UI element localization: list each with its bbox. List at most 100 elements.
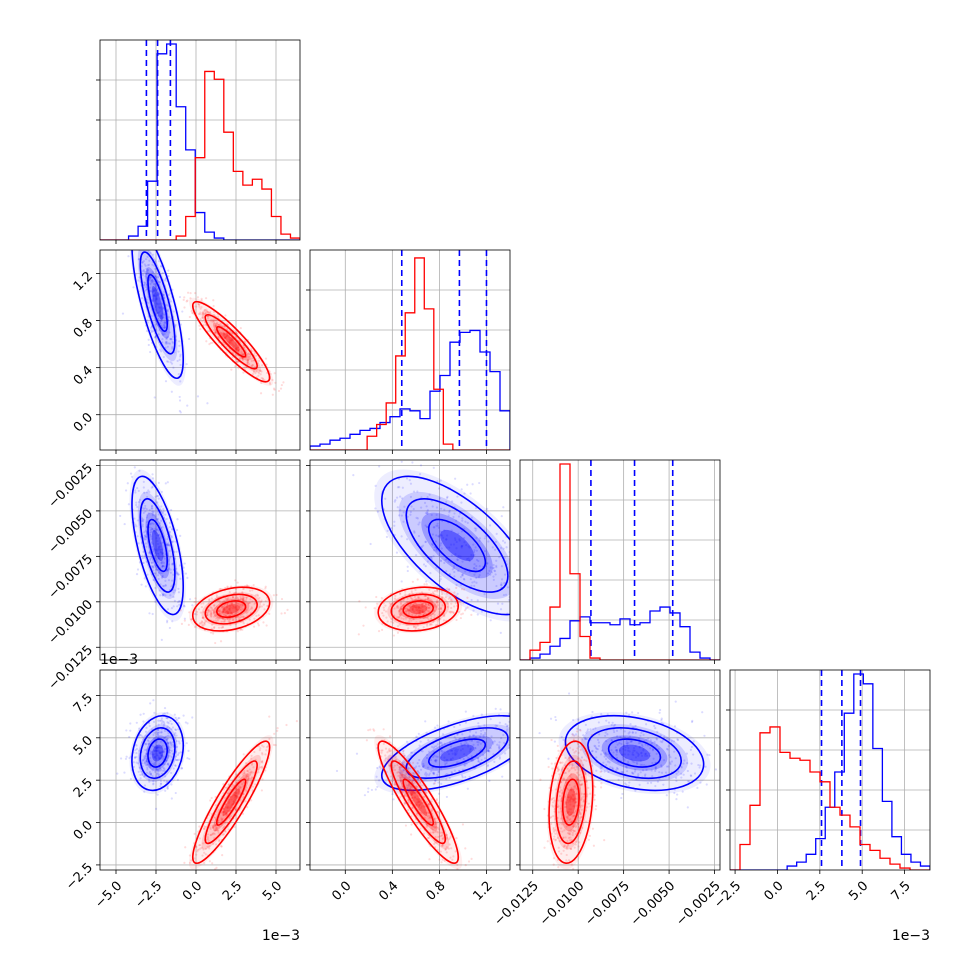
scatter-point-red [209,860,211,862]
scatter-point-red [199,328,201,330]
scatter-point-blue [411,461,413,463]
scatter-point-blue [125,758,127,760]
scatter-point-red [273,733,275,735]
scatter-point-blue [191,716,193,718]
scatter-point-red [183,299,185,301]
scatter-point-blue [454,478,456,480]
scatter-point-red [463,588,465,590]
scatter-point-blue [554,716,556,718]
scatter-point-red [193,601,195,603]
scatter-point-blue [701,711,703,713]
scatter-point-red [264,587,266,589]
scatter-point-blue [691,721,693,723]
scatter-point-red [381,775,383,777]
scatter-point-blue [500,632,502,634]
scatter-point-red [194,833,196,835]
scatter-point-blue [620,797,622,799]
scatter-point-red [464,847,466,849]
scatter-point-red [282,381,284,383]
scatter-point-red [285,724,287,726]
scatter-point-red [234,365,236,367]
scatter-point-blue [186,577,188,579]
scatter-point-red [268,716,270,718]
scatter-point-red [365,606,367,608]
scatter-point-blue [502,506,504,508]
scatter-point-red [464,609,466,611]
scatter-point-blue [149,351,151,353]
scatter-point-red [183,306,185,308]
scatter-point-red [434,782,436,784]
scatter-point-blue [127,255,129,257]
scatter-point-blue [621,793,623,795]
scatter-point-blue [128,736,130,738]
scatter-point-red [405,824,407,826]
scatter-point-blue [495,708,497,710]
scatter-point-blue [186,742,188,744]
scatter-point-red [455,619,457,621]
scatter-point-blue [352,474,354,476]
scatter-point-red [212,299,214,301]
scatter-point-red [180,609,182,611]
scatter-point-blue [171,391,173,393]
scatter-point-red [579,729,581,731]
scatter-point-blue [501,776,503,778]
scatter-point-blue [167,481,169,483]
scatter-point-blue [715,768,717,770]
scatter-point-red [369,729,371,731]
scatter-point-blue [466,484,468,486]
scatter-point-blue [206,402,208,404]
scatter-point-blue [189,598,191,600]
scatter-point-red [224,314,226,316]
scatter-point-red [595,808,597,810]
scatter-point-red [393,634,395,636]
scatter-point-blue [151,473,153,475]
scatter-point-blue [116,773,118,775]
scatter-point-red [205,297,207,299]
scatter-point-red [258,624,260,626]
scatter-point-blue [367,787,369,789]
scatter-point-blue [659,712,661,714]
scatter-point-red [253,626,255,628]
scatter-point-blue [129,730,131,732]
scatter-point-blue [706,783,708,785]
scatter-point-red [428,858,430,860]
scatter-point-red [417,578,419,580]
scatter-point-blue [465,711,467,713]
scatter-point-blue [631,711,633,713]
scatter-point-blue [184,618,186,620]
scatter-point-red [237,581,239,583]
scatter-point-blue [129,722,131,724]
scatter-point-blue [550,718,552,720]
scatter-point-red [467,606,469,608]
scatter-point-red [375,596,377,598]
scatter-point-blue [488,780,490,782]
scatter-point-blue [433,467,435,469]
scatter-point-red [261,789,263,791]
scatter-point-blue [490,619,492,621]
scatter-point-blue [184,562,186,564]
scatter-point-red [197,296,199,298]
scatter-point-blue [708,754,710,756]
scatter-point-red [462,823,464,825]
scatter-point-red [460,617,462,619]
scatter-point-red [276,730,278,732]
scatter-point-blue [136,722,138,724]
scatter-point-blue [179,396,181,398]
scatter-point-blue [467,788,469,790]
scatter-point-red [273,389,275,391]
scatter-point-red [423,583,425,585]
scatter-point-red [284,612,286,614]
scatter-point-blue [186,404,188,406]
scatter-point-red [378,630,380,632]
scatter-point-red [272,394,274,396]
scatter-point-blue [155,808,157,810]
scatter-point-red [186,300,188,302]
scatter-point-blue [696,787,698,789]
scatter-point-blue [378,465,380,467]
scatter-point-blue [478,482,480,484]
scatter-point-red [366,739,368,741]
scatter-point-blue [179,399,181,401]
scatter-point-red [187,292,189,294]
scatter-point-red [373,730,375,732]
